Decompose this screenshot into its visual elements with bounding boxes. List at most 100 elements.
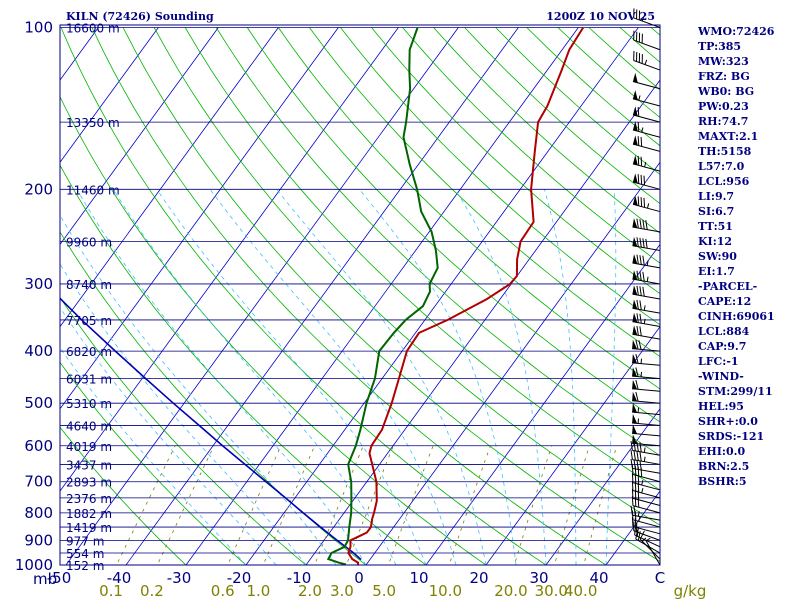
height-label: 3437 m <box>66 458 112 472</box>
wind-barb <box>632 434 661 447</box>
dry-adiabat-line <box>153 27 660 526</box>
parameter-line: FRZ: BG <box>698 70 750 83</box>
wind-barb-full <box>640 197 643 207</box>
wind-barb <box>632 353 661 366</box>
isotherm-line <box>425 243 660 565</box>
dry-adiabat-line <box>60 231 367 565</box>
wind-flag <box>632 379 638 390</box>
wind-barb-staff <box>632 362 661 366</box>
isobars <box>60 27 660 566</box>
wind-barb-full <box>645 238 648 249</box>
pressure-tick-label: 300 <box>24 275 53 293</box>
parameter-line: SI:6.7 <box>698 205 734 218</box>
wind-barb <box>633 8 661 28</box>
wind-barb-staff <box>632 474 661 483</box>
mixing-ratio-line <box>387 445 434 565</box>
temperature-tick-label: 10 <box>409 569 428 587</box>
mixing-ratio-tick-label: 1.0 <box>246 582 270 600</box>
wind-flag <box>632 403 638 413</box>
wind-barb <box>632 135 661 152</box>
dry-adiabat-line <box>277 27 660 390</box>
wind-flag <box>632 236 638 247</box>
wind-barb-staff <box>632 245 661 252</box>
height-label: 152 m <box>66 559 104 573</box>
wind-barb-half <box>637 511 640 517</box>
temperature-tick-label: 40 <box>589 569 608 587</box>
dry-adiabat-line <box>246 27 660 423</box>
dry-adiabat-line <box>60 361 247 565</box>
wind-barb-full <box>637 196 640 206</box>
mixing-ratio-line <box>314 445 364 565</box>
parameter-line: L57:7.0 <box>698 160 745 173</box>
isotherm-line <box>60 27 399 492</box>
wind-barb-half <box>643 447 646 453</box>
dry-adiabat-line <box>122 27 660 562</box>
parameter-line: EI:1.7 <box>698 265 735 278</box>
wind-barb-staff <box>632 490 661 499</box>
wind-barb <box>632 236 661 252</box>
parameter-line: TT:51 <box>698 220 733 233</box>
wind-barb-half <box>638 95 641 101</box>
wind-barb <box>632 312 661 328</box>
pressure-unit-label: mb <box>33 570 57 588</box>
parcel-trace <box>60 297 362 561</box>
height-label: 13350 m <box>66 116 120 130</box>
wind-barb <box>630 458 661 474</box>
parameter-line: TH:5158 <box>698 145 752 158</box>
temperature-tick-label: C <box>655 569 665 587</box>
dry-adiabat-line <box>744 28 800 577</box>
temperature-tick-label: 0 <box>354 569 364 587</box>
wind-barb-full <box>636 313 639 323</box>
wind-barb <box>632 173 661 190</box>
dry-adiabat-line <box>588 27 660 91</box>
parameter-line: WB0: BG <box>697 85 754 98</box>
wind-barb-half <box>644 59 648 65</box>
parameter-line: BSHR:5 <box>698 475 747 488</box>
parameter-line: CAPE:12 <box>698 295 751 308</box>
parameter-line: MW:323 <box>698 55 749 68</box>
parameter-line: EHI:0.0 <box>698 445 745 458</box>
wind-barb-full <box>637 122 640 132</box>
wind-flag <box>632 353 638 364</box>
moist-adiabat-line <box>156 189 427 565</box>
moist-adiabat-line <box>76 189 367 565</box>
wind-barb-full <box>633 450 636 461</box>
wind-barb-staff <box>632 497 661 506</box>
dry-adiabat-line <box>340 27 660 326</box>
parameter-line: CAP:9.7 <box>698 340 746 353</box>
wind-barb-half <box>646 260 649 266</box>
height-label: 2893 m <box>66 476 112 490</box>
temperature-tick-label: 20 <box>469 569 488 587</box>
wind-barb-staff <box>632 482 661 491</box>
wind-barb <box>632 106 661 123</box>
wind-flag <box>632 391 638 402</box>
temperature-tick-label: -20 <box>227 569 252 587</box>
wind-barb-full <box>636 299 639 310</box>
dry-adiabat-line <box>402 27 660 264</box>
wind-flag <box>632 218 638 228</box>
mixing-ratio-tick-label: 0.6 <box>211 582 235 600</box>
dry-adiabat-line <box>557 27 660 119</box>
pressure-tick-label: 800 <box>24 504 53 522</box>
height-label: 6031 m <box>66 373 112 387</box>
mixing-ratio-tick-label: 0.2 <box>140 582 164 600</box>
wind-flag <box>632 121 638 132</box>
wind-barb-half <box>643 318 646 324</box>
wind-flag <box>632 312 638 323</box>
wind-barb-full <box>633 506 636 516</box>
height-label: 5310 m <box>66 397 112 411</box>
chart-title-left: KILN (72426) Sounding <box>66 10 214 23</box>
wind-barb-full <box>642 238 645 248</box>
isotherm-line <box>485 325 660 565</box>
dry-adiabat-line <box>371 27 660 295</box>
wind-barb-full <box>642 286 645 297</box>
wind-barbs <box>630 8 661 566</box>
wind-flag <box>632 339 638 350</box>
parameter-line: TP:385 <box>698 40 741 53</box>
sounding-profiles <box>60 26 585 565</box>
wind-barb-full <box>643 197 646 208</box>
wind-barb-full <box>639 460 642 471</box>
wind-barb <box>633 30 661 51</box>
wind-barb-staff <box>632 459 661 465</box>
parameter-line: PW:0.23 <box>698 100 749 113</box>
